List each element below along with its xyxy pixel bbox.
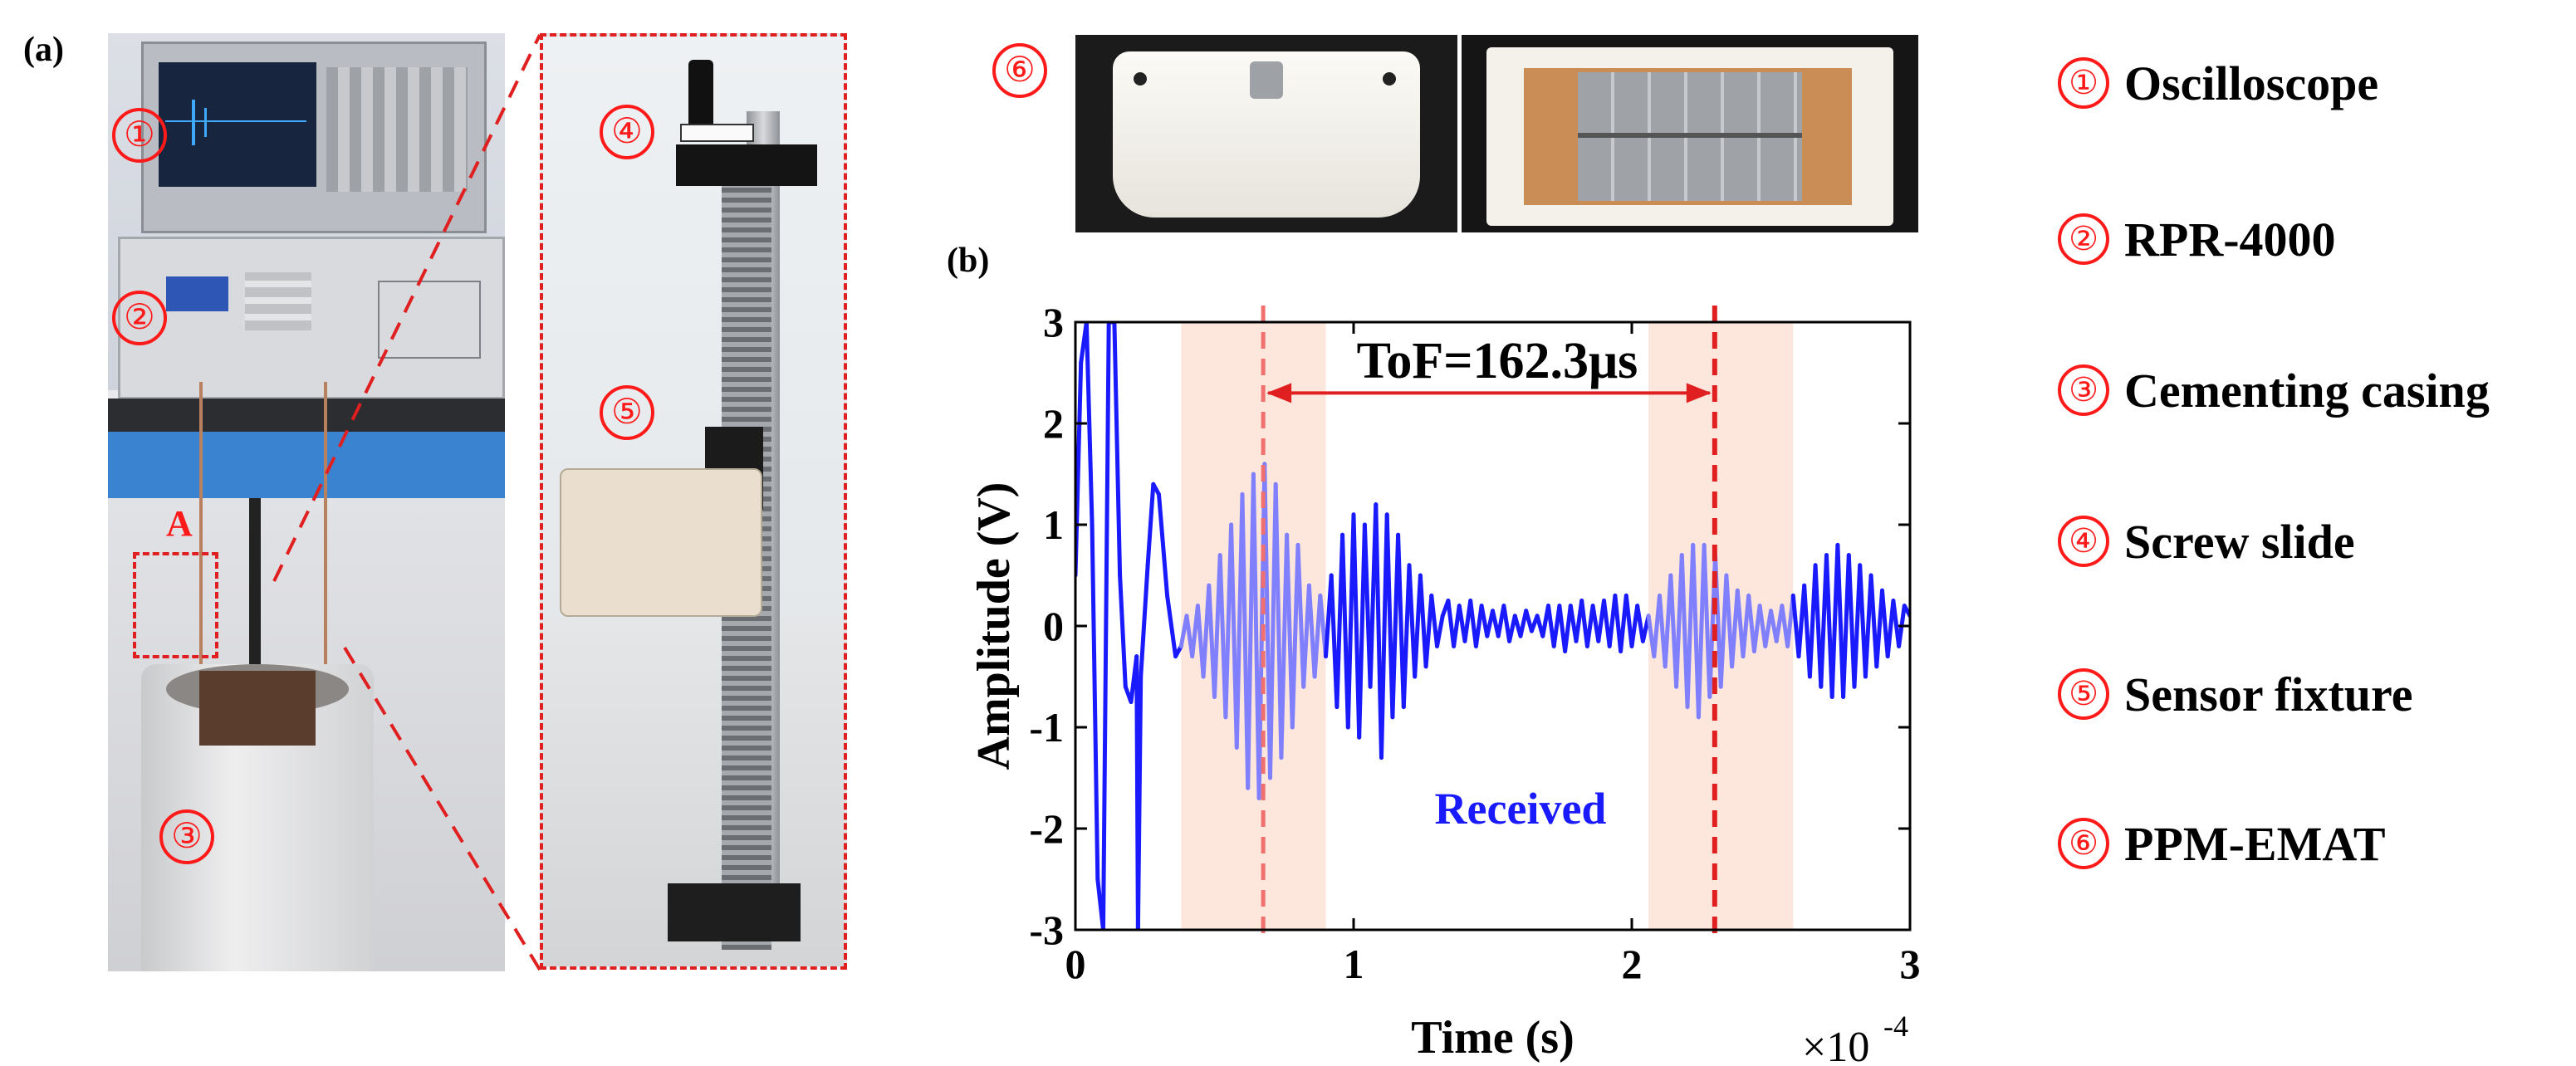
panel-label-b: (b) — [947, 242, 990, 280]
legend-text: Cementing casing — [2124, 363, 2490, 418]
emat-photo-front — [1075, 35, 1457, 232]
x-axis-multiplier-exponent: -4 — [1883, 1010, 1908, 1043]
region-a-label: A — [166, 503, 193, 544]
waveform-segment — [1139, 563, 1150, 679]
waveform-segment — [1429, 593, 1439, 648]
highlight-band — [1181, 322, 1326, 930]
legend-number: ⑥ — [2058, 818, 2109, 869]
legend-number: ① — [2058, 57, 2109, 109]
label-5-fixture: ⑤ — [600, 385, 654, 440]
legend-number: ② — [2058, 213, 2109, 265]
waveform-segment — [1635, 604, 1645, 643]
label-6-emat: ⑥ — [992, 43, 1047, 98]
waveform-segment — [1423, 593, 1434, 669]
screw-slide-photo — [540, 33, 847, 970]
waveform-segment — [1435, 614, 1445, 648]
y-axis-label: Amplitude (V) — [968, 482, 1020, 770]
sensor-fixture — [560, 468, 762, 617]
waveform-chart: ToF=162.3μs Received 0 1 2 3 3 2 1 0 -1 -2 -3 Time (s… — [968, 299, 1921, 1063]
y-tick-label: -1 — [1029, 704, 1064, 751]
legend-text: Sensor fixture — [2124, 667, 2413, 721]
waveform-segment — [1101, 322, 1111, 930]
x-axis-label: Time (s) — [1411, 1012, 1574, 1063]
legend-item: ② RPR-4000 — [2058, 206, 2336, 272]
waveform-segment — [1563, 604, 1573, 653]
waveform-segment — [1295, 542, 1306, 689]
legend-text: Oscilloscope — [2124, 56, 2379, 110]
legend-item: ⑥ PPM-EMAT — [2058, 810, 2386, 877]
oscilloscope-device — [141, 42, 487, 233]
legend-text: RPR-4000 — [2124, 212, 2336, 266]
waveform-segment — [1084, 322, 1095, 527]
x-tick-label: 3 — [1900, 941, 1921, 987]
y-tick-label: 1 — [1043, 501, 1064, 548]
x-axis-multiplier: ×10 — [1802, 1024, 1869, 1063]
x-tick-label: 0 — [1065, 941, 1086, 987]
label-2-pulser: ② — [112, 291, 167, 345]
region-a-box — [133, 552, 218, 658]
y-tick-label: 3 — [1043, 299, 1064, 345]
waveform-segment — [1112, 322, 1123, 578]
y-tick-label: 2 — [1043, 400, 1064, 447]
waveform-segment — [1290, 542, 1300, 730]
waveform-segment — [1135, 674, 1144, 930]
waveform-segment — [1312, 593, 1323, 679]
y-tick-label: 0 — [1043, 603, 1064, 649]
pulser-device — [118, 237, 505, 399]
emat-photo-inside — [1462, 35, 1918, 232]
panel-label-a: (a) — [23, 31, 64, 69]
waveform-segment — [1473, 604, 1484, 648]
legend-item: ③ Cementing casing — [2058, 357, 2490, 423]
y-tick-label: -2 — [1029, 805, 1064, 852]
legend-item: ④ Screw slide — [2058, 508, 2355, 575]
waveform-segment — [1418, 573, 1428, 669]
waveform-segment — [1145, 482, 1156, 568]
tof-arrow-head-right — [1686, 383, 1712, 403]
x-tick-label: 1 — [1344, 941, 1364, 987]
legend-number: ⑤ — [2058, 668, 2109, 720]
x-tick-label: 2 — [1622, 941, 1643, 987]
y-tick-label: -3 — [1029, 907, 1064, 953]
legend-number: ③ — [2058, 364, 2109, 416]
highlight-band — [1648, 322, 1794, 930]
waveform-segment — [1501, 604, 1512, 643]
tof-arrow-head-left — [1266, 383, 1292, 403]
label-1-oscilloscope: ① — [112, 108, 167, 163]
waveform-segment — [1401, 563, 1412, 710]
waveform-segment — [1090, 522, 1100, 882]
waveform-segment — [1165, 593, 1178, 659]
label-4-screw: ④ — [600, 105, 654, 159]
label-3-casing: ③ — [159, 809, 214, 864]
legend-text: PPM-EMAT — [2124, 816, 2386, 871]
waveform-segment — [1157, 491, 1170, 598]
waveform-segment — [1118, 573, 1128, 689]
legend-item: ① Oscilloscope — [2058, 50, 2378, 116]
tof-label: ToF=162.3μs — [1357, 333, 1638, 389]
legend-number: ④ — [2058, 516, 2109, 567]
waveform-segment — [1357, 522, 1367, 740]
legend-item: ⑤ Sensor fixture — [2058, 661, 2412, 727]
legend-text: Screw slide — [2124, 514, 2355, 569]
series-label-received: Received — [1435, 784, 1607, 834]
